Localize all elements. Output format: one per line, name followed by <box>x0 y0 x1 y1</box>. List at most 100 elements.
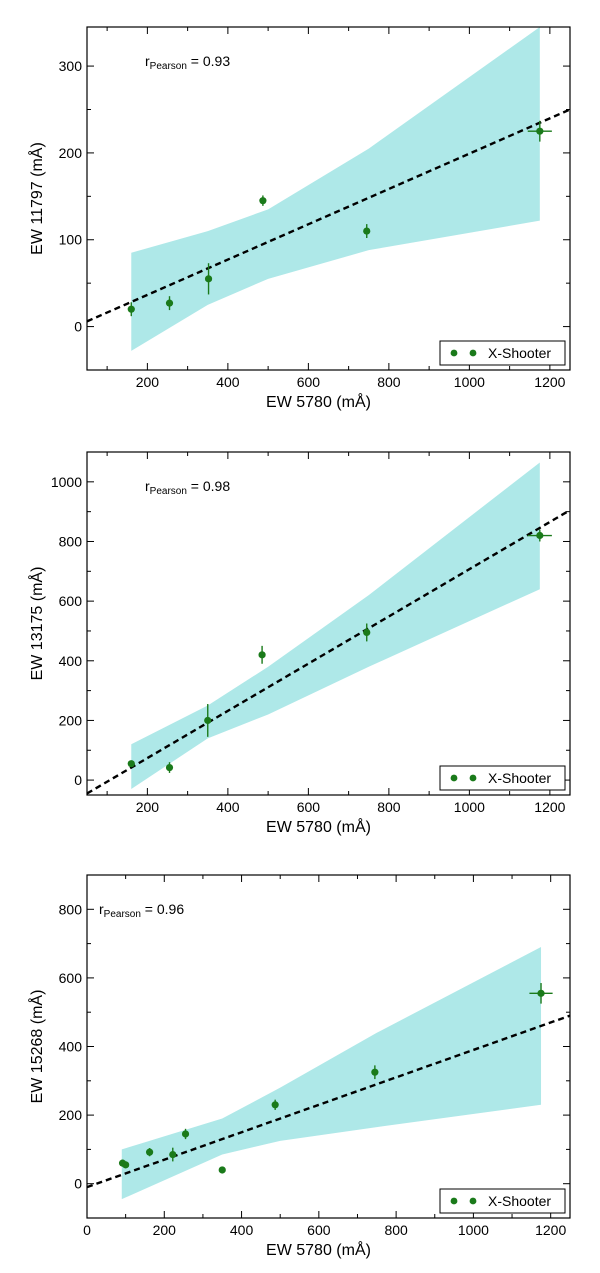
y-tick-label: 1000 <box>51 474 82 490</box>
point-marker <box>536 531 544 540</box>
confidence-band <box>121 947 542 1200</box>
panel-middle: 200 400 600 800 1000 1200 0 200 400 600 800 1000 EW … <box>27 451 571 836</box>
data-point <box>122 1161 130 1169</box>
legend-box <box>439 765 566 791</box>
x-tick-label: 600 <box>297 374 321 390</box>
point-marker <box>259 197 267 205</box>
annotation-prefix: r <box>145 478 150 494</box>
point-marker <box>258 651 266 659</box>
panel-bottom: 0 200 400 600 800 1000 1200 0 200 400 600 800 EW 578… <box>27 874 571 1259</box>
y-tick-label: 400 <box>59 1039 83 1055</box>
x-tick-label: 1000 <box>458 1222 489 1238</box>
point-marker <box>537 989 545 997</box>
data-point <box>527 529 552 542</box>
x-axis-label: EW 5780 (mÅ) <box>266 817 371 836</box>
point-marker <box>218 1166 226 1174</box>
legend: X-Shooter <box>439 765 566 791</box>
y-axis-label: EW 11797 (mÅ) <box>27 142 46 255</box>
fit-line <box>87 108 570 323</box>
annotation-subscript: Pearson <box>150 486 187 497</box>
point-marker <box>145 1148 154 1156</box>
y-tick-label: 300 <box>59 58 83 74</box>
y-tick-label: 200 <box>59 1107 83 1123</box>
data-point <box>204 263 213 295</box>
legend: X-Shooter <box>439 1188 566 1214</box>
legend-marker <box>469 349 477 357</box>
data-point <box>127 760 135 768</box>
pearson-annotation: rPearson = 0.96 <box>99 901 184 920</box>
y-tick-label: 600 <box>59 970 83 986</box>
point-marker <box>363 227 371 235</box>
x-tick-label: 800 <box>384 1222 408 1238</box>
point-marker <box>127 305 135 313</box>
confidence-band <box>131 462 540 790</box>
legend-label: X-Shooter <box>488 345 551 361</box>
y-tick-label: 100 <box>59 232 83 248</box>
plot-frame <box>86 26 571 371</box>
x-tick-label: 1200 <box>534 374 565 390</box>
fit-line <box>87 1014 570 1189</box>
legend-label: X-Shooter <box>488 770 551 786</box>
confidence-band <box>131 27 540 351</box>
x-axis-label: EW 5780 (mÅ) <box>266 392 371 411</box>
legend: X-Shooter <box>439 340 566 366</box>
data-point <box>145 1148 154 1157</box>
y-tick-label: 600 <box>59 593 83 609</box>
point-marker <box>181 1130 190 1138</box>
point-marker <box>204 275 213 283</box>
legend-marker <box>469 774 477 782</box>
annotation-subscript: Pearson <box>150 61 187 72</box>
point-marker <box>169 1150 177 1159</box>
data-point <box>371 1065 379 1080</box>
point-marker <box>271 1101 279 1109</box>
y-tick-label: 0 <box>74 1176 82 1192</box>
pearson-annotation: rPearson = 0.93 <box>145 53 230 72</box>
y-tick-label: 200 <box>59 712 83 728</box>
data-point <box>527 120 552 142</box>
annotation-value: = 0.93 <box>187 53 230 69</box>
point-marker <box>204 716 212 725</box>
x-tick-label: 1200 <box>534 799 565 815</box>
annotation-prefix: r <box>145 53 150 69</box>
x-axis-label: EW 5780 (mÅ) <box>266 1240 371 1259</box>
fit-line <box>87 509 570 795</box>
y-tick-label: 200 <box>59 145 83 161</box>
y-tick-label: 400 <box>59 653 83 669</box>
data-point <box>258 645 266 664</box>
annotation-subscript: Pearson <box>104 909 141 920</box>
legend-marker <box>469 1197 477 1205</box>
x-tick-label: 200 <box>136 374 160 390</box>
data-point <box>363 623 371 642</box>
x-tick-label: 400 <box>216 799 240 815</box>
y-tick-label: 0 <box>74 319 82 335</box>
y-tick-label: 800 <box>59 533 83 549</box>
y-tick-label: 800 <box>59 901 83 917</box>
legend-box <box>439 340 566 366</box>
x-tick-label: 600 <box>307 1222 331 1238</box>
data-point <box>181 1128 190 1140</box>
data-point <box>165 296 174 311</box>
point-marker <box>122 1161 130 1169</box>
legend-label: X-Shooter <box>488 1193 551 1209</box>
x-tick-label: 1200 <box>535 1222 566 1238</box>
x-tick-label: 1000 <box>454 799 485 815</box>
data-point <box>169 1147 177 1162</box>
y-tick-label: 0 <box>74 772 82 788</box>
y-axis-label: EW 15268 (mÅ) <box>27 990 46 1104</box>
point-marker <box>363 628 371 637</box>
x-tick-label: 400 <box>230 1222 254 1238</box>
x-tick-label: 200 <box>136 799 160 815</box>
x-tick-label: 800 <box>377 374 401 390</box>
point-marker <box>371 1068 379 1076</box>
data-point <box>259 195 267 206</box>
pearson-annotation: rPearson = 0.98 <box>145 478 230 497</box>
legend-marker <box>450 1197 458 1205</box>
legend-marker <box>450 774 458 782</box>
data-point <box>271 1099 279 1110</box>
plot-frame <box>86 451 571 796</box>
annotation-value: = 0.96 <box>141 901 184 917</box>
data-point <box>218 1166 226 1174</box>
data-point <box>165 762 174 773</box>
data-point <box>204 704 212 737</box>
